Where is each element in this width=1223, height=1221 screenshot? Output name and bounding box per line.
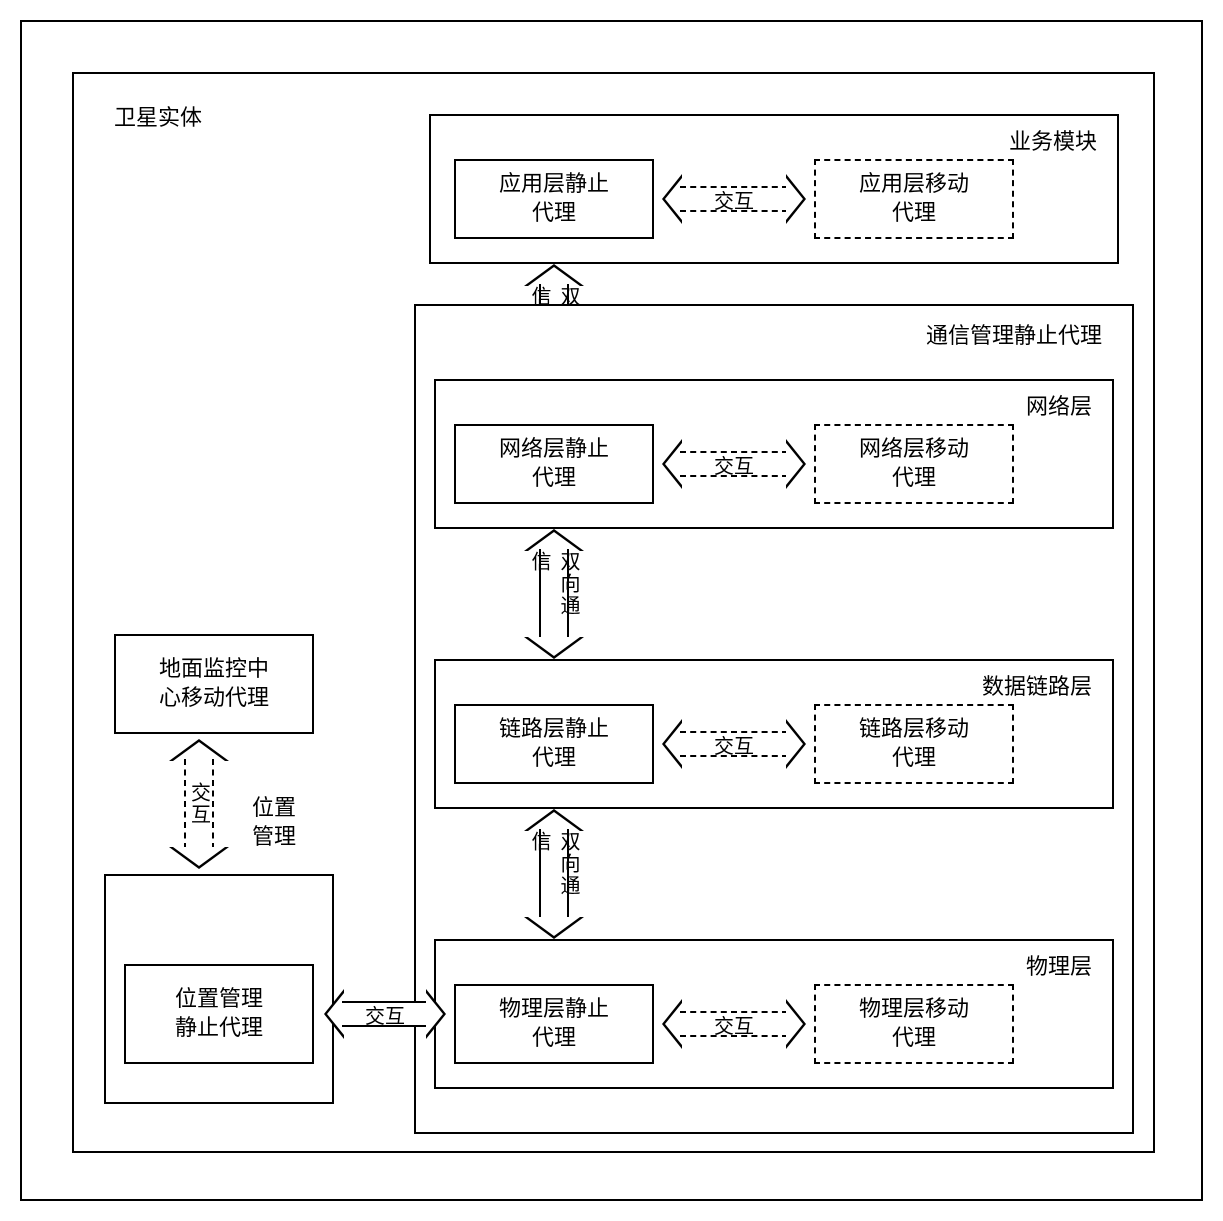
- datalink-mobile-agent-label: 链路层移动 代理: [816, 706, 1012, 782]
- ground-monitor-agent-label: 地面监控中 心移动代理: [116, 636, 312, 732]
- left-h-arrow-label: 交互: [342, 1001, 428, 1027]
- physical-interact-arrow: 交互: [662, 999, 806, 1049]
- v-arrow-3-label: 双向通信: [539, 831, 569, 917]
- left-h-arrow: 交互: [324, 989, 446, 1039]
- physical-layer-title: 物理层: [1026, 949, 1092, 981]
- app-static-agent-label: 应用层静止 代理: [456, 161, 652, 237]
- v-arrow-3: 双向通信: [524, 809, 584, 939]
- network-mobile-agent: 网络层移动 代理: [814, 424, 1014, 504]
- datalink-mobile-agent: 链路层移动 代理: [814, 704, 1014, 784]
- datalink-static-agent: 链路层静止 代理: [454, 704, 654, 784]
- v-arrow-2-label: 双向通信: [539, 551, 569, 637]
- left-v-arrow-label: 交互: [184, 761, 214, 847]
- satellite-entity-title: 卫星实体: [114, 104, 202, 133]
- network-layer-title: 网络层: [1026, 389, 1092, 421]
- position-mgmt-title: 位置 管理: [244, 794, 304, 851]
- physical-mobile-agent: 物理层移动 代理: [814, 984, 1014, 1064]
- datalink-interact-label: 交互: [680, 731, 788, 757]
- network-static-agent: 网络层静止 代理: [454, 424, 654, 504]
- physical-static-agent: 物理层静止 代理: [454, 984, 654, 1064]
- physical-mobile-agent-label: 物理层移动 代理: [816, 986, 1012, 1062]
- left-v-arrow: 交互: [169, 739, 229, 869]
- v-arrow-2: 双向通信: [524, 529, 584, 659]
- app-mobile-agent: 应用层移动 代理: [814, 159, 1014, 239]
- physical-interact-label: 交互: [680, 1011, 788, 1037]
- ground-monitor-agent: 地面监控中 心移动代理: [114, 634, 314, 734]
- network-mobile-agent-label: 网络层移动 代理: [816, 426, 1012, 502]
- app-static-agent: 应用层静止 代理: [454, 159, 654, 239]
- app-mobile-agent-label: 应用层移动 代理: [816, 161, 1012, 237]
- app-interact-label: 交互: [680, 186, 788, 212]
- network-interact-label: 交互: [680, 451, 788, 477]
- network-static-agent-label: 网络层静止 代理: [456, 426, 652, 502]
- position-mgmt-static-agent: 位置管理 静止代理: [124, 964, 314, 1064]
- diagram-canvas: 卫星实体 业务模块 应用层静止 代理 应用层移动 代理 交互 双向通信 通信管理…: [20, 20, 1203, 1201]
- datalink-static-agent-label: 链路层静止 代理: [456, 706, 652, 782]
- physical-static-agent-label: 物理层静止 代理: [456, 986, 652, 1062]
- datalink-interact-arrow: 交互: [662, 719, 806, 769]
- service-module-title: 业务模块: [1009, 124, 1097, 156]
- network-interact-arrow: 交互: [662, 439, 806, 489]
- position-mgmt-static-agent-label: 位置管理 静止代理: [126, 966, 312, 1062]
- comm-mgmt-title: 通信管理静止代理: [926, 318, 1102, 350]
- satellite-entity-frame: 卫星实体 业务模块 应用层静止 代理 应用层移动 代理 交互 双向通信 通信管理…: [72, 72, 1155, 1153]
- app-interact-arrow: 交互: [662, 174, 806, 224]
- datalink-layer-title: 数据链路层: [982, 669, 1092, 701]
